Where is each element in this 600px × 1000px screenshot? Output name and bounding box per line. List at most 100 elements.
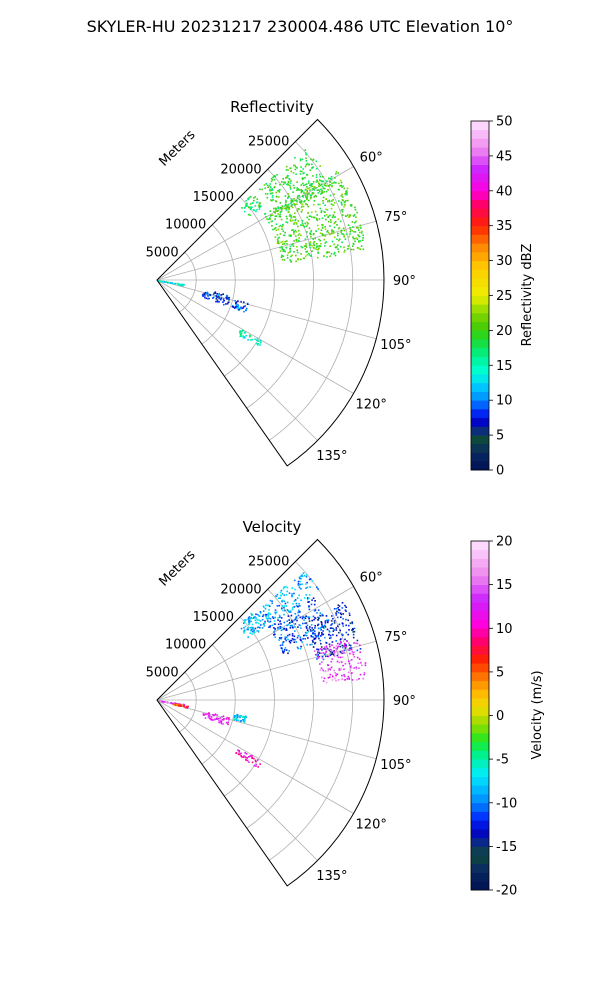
colorbar-segment — [471, 715, 489, 725]
colorbar-segment — [471, 619, 489, 629]
echo-region — [259, 149, 331, 216]
colorbar-tick-label: 0 — [496, 709, 504, 724]
echo-region — [235, 749, 261, 768]
radial-grid-ring — [268, 141, 354, 441]
colorbar-segment — [471, 767, 489, 777]
colorbar-segment — [471, 269, 489, 279]
reflectivity-title: Reflectivity — [230, 98, 314, 116]
colorbar-segment — [471, 776, 489, 786]
colorbar-segment — [471, 645, 489, 655]
colorbar-segment — [471, 234, 489, 244]
colorbar-segment — [471, 698, 489, 708]
colorbar-tick-label: 40 — [496, 184, 513, 199]
azimuth-grid-line — [156, 220, 377, 281]
echo-region — [233, 714, 247, 723]
radial-tick-label: 5000 — [146, 245, 179, 260]
radial-grid-ring — [268, 561, 354, 861]
colorbar-segment — [471, 443, 489, 453]
colorbar-segment — [471, 251, 489, 262]
colorbar-segment — [471, 164, 489, 174]
echo-region — [248, 572, 319, 633]
colorbar-segment — [471, 400, 489, 410]
azimuth-tick-label: 105° — [380, 758, 411, 773]
reflectivity-colorbar-label: Reflectivity dBZ — [520, 244, 535, 347]
colorbar-segment — [471, 837, 489, 847]
colorbar-segment — [471, 190, 489, 200]
radial-tick-label: 10000 — [165, 218, 206, 233]
echo-region — [240, 612, 263, 638]
colorbar-segment — [471, 426, 489, 436]
colorbar-segment — [471, 173, 489, 183]
echo-field — [159, 572, 367, 768]
azimuth-tick-label: 120° — [356, 818, 387, 833]
colorbar-segment — [471, 199, 489, 209]
colorbar-tick-label: 10 — [496, 394, 513, 409]
colorbar-segment — [471, 628, 489, 638]
colorbar-segment — [471, 872, 489, 882]
colorbar-segment — [471, 182, 489, 192]
echo-region — [241, 195, 262, 216]
echo-region — [268, 597, 334, 655]
colorbar-segment — [471, 365, 489, 375]
radial-grid-ring — [224, 616, 275, 797]
azimuth-tick-label: 105° — [380, 338, 411, 353]
echo-field — [157, 149, 365, 346]
reflectivity-polar-axes: 5000 10000 15000 20000 25000 60° 75° 90° 105° 120… — [146, 118, 416, 467]
colorbar-tick-label: 30 — [496, 254, 513, 269]
echo-region — [157, 280, 185, 287]
colorbar-tick-label: -20 — [496, 884, 517, 899]
azimuth-grid-line — [156, 279, 318, 441]
radial-grid-ring — [246, 169, 314, 409]
colorbar-tick-label: 25 — [496, 289, 513, 304]
azimuth-grid-line — [156, 279, 377, 340]
colorbar-segment — [471, 828, 489, 839]
colorbar-segment — [471, 374, 489, 384]
colorbar-tick-label: 20 — [496, 535, 513, 550]
radial-grid-ring — [201, 644, 236, 765]
colorbar-segment — [471, 330, 489, 340]
echo-region — [201, 291, 231, 306]
colorbar-segment — [471, 356, 489, 366]
polar-frame — [156, 118, 385, 467]
velocity-colorbar: -20 -15 -10 -5 0 5 10 15 20 — [470, 535, 517, 899]
colorbar-segment — [471, 138, 489, 148]
colorbar-segment — [471, 846, 489, 856]
colorbar-segment — [471, 706, 489, 716]
colorbar-segment — [471, 155, 489, 166]
radial-tick-label: 20000 — [220, 582, 261, 597]
colorbar-segment — [471, 881, 489, 891]
radial-tick-label: 20000 — [220, 162, 261, 177]
colorbar-tick-label: -5 — [496, 753, 509, 768]
colorbar-segment — [471, 278, 489, 288]
azimuth-tick-label: 90° — [393, 274, 416, 289]
echo-region — [313, 640, 367, 684]
colorbar-segment — [471, 671, 489, 682]
colorbar-segment — [471, 461, 489, 471]
azimuth-tick-label: 135° — [316, 449, 347, 464]
colorbar-tick-label: 35 — [496, 219, 513, 234]
colorbar-segment — [471, 636, 489, 647]
echo-region — [238, 329, 262, 346]
colorbar-segment — [471, 575, 489, 586]
radial-grid-ring — [179, 672, 197, 733]
velocity-polar-axes: 5000 10000 15000 20000 25000 60° 75° 90° 105° 120… — [146, 538, 416, 887]
echo-region — [202, 712, 230, 726]
colorbar-segment — [471, 147, 489, 157]
colorbar-tick-label: 5 — [496, 429, 504, 444]
radial-tick-label: 25000 — [248, 555, 289, 570]
echo-region — [172, 703, 189, 709]
azimuth-tick-label: 135° — [316, 869, 347, 884]
colorbar-segment — [471, 347, 489, 357]
azimuth-grid-line — [156, 586, 354, 701]
colorbar-segment — [471, 750, 489, 760]
azimuth-tick-label: 120° — [356, 398, 387, 413]
colorbar-segment — [471, 689, 489, 699]
colorbar-segment — [471, 129, 489, 139]
radial-tick-label: 5000 — [146, 665, 179, 680]
colorbar-segment — [471, 732, 489, 743]
colorbar-segment — [471, 549, 489, 559]
colorbar-segment — [471, 321, 489, 331]
colorbar-segment — [471, 339, 489, 349]
colorbar-segment — [471, 855, 489, 865]
